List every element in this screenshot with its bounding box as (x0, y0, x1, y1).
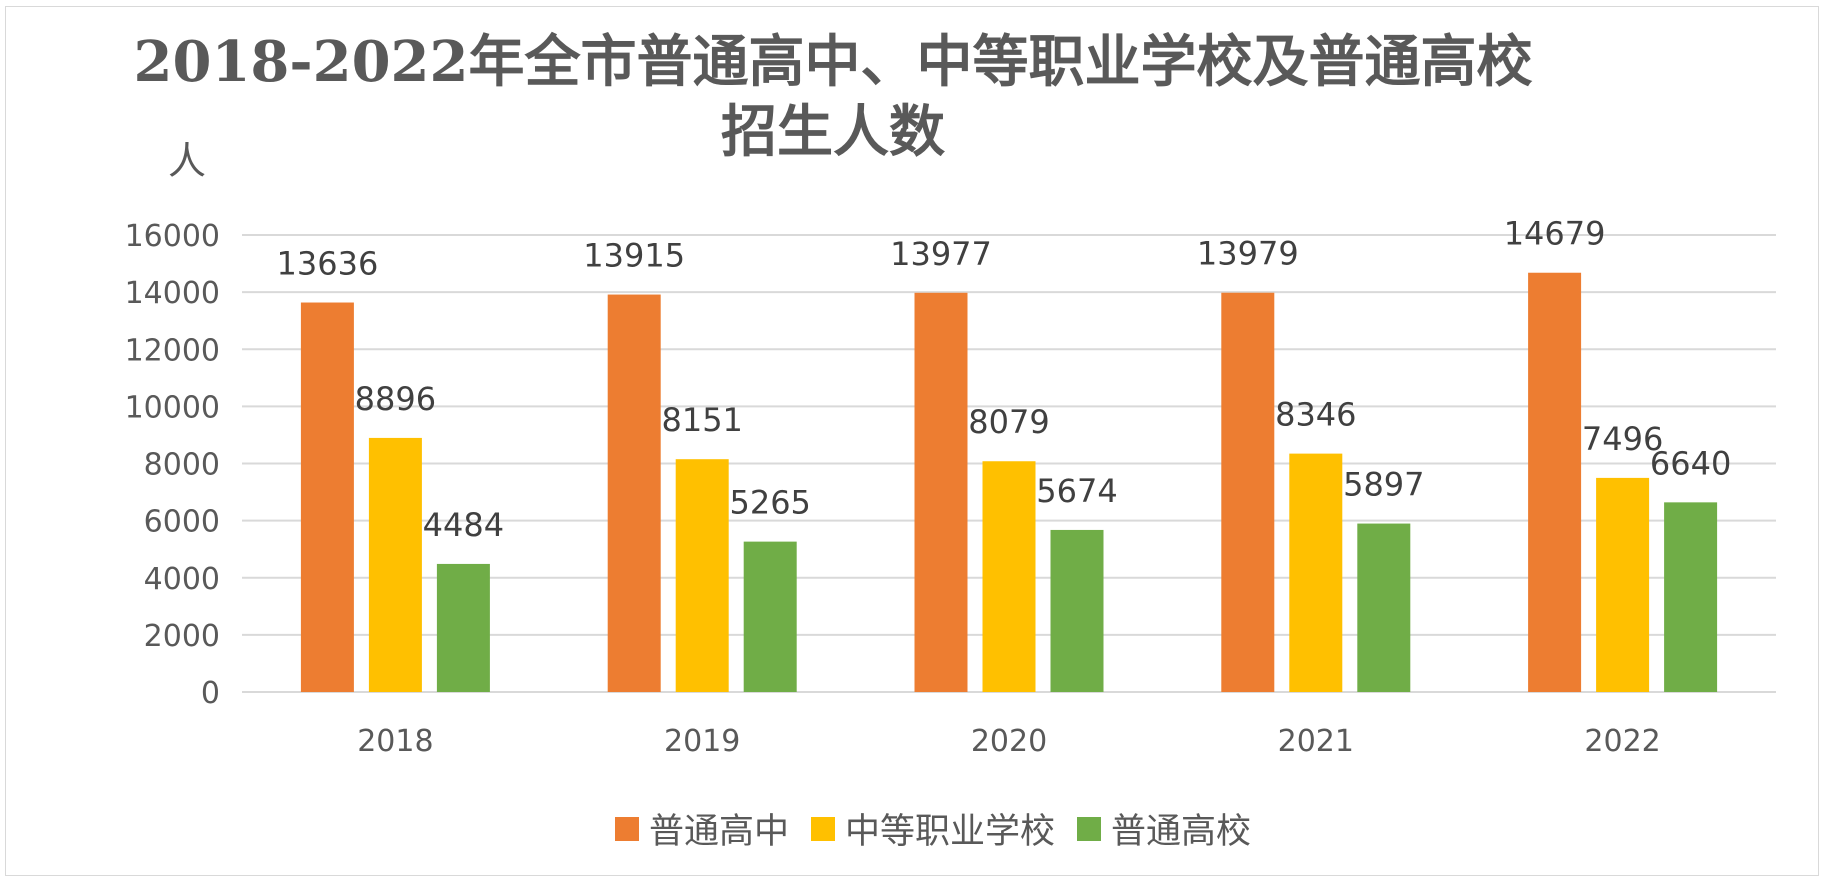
data-label-2018-2: 8896 (355, 380, 436, 418)
legend-swatch-2 (810, 816, 835, 841)
legend-item-2: 中等职业学校 (810, 803, 1055, 854)
legend-item-1: 普通高中 (614, 803, 789, 854)
bar-2020-1 (914, 292, 968, 692)
y-tick-label: 16000 (125, 219, 220, 254)
x-tick-label-2019: 2019 (664, 724, 740, 759)
bar-2020-3 (1050, 529, 1104, 692)
data-label-2021-3: 5897 (1343, 466, 1424, 504)
legend-item-3: 普通高校 (1077, 803, 1251, 854)
y-axis-ticks: 0 2000 4000 6000 8000 10000 12000 14000 16000 (125, 219, 220, 711)
data-labels: 13636 8896 4484 13915 8151 5265 13977 8079 5674 1… (277, 215, 1732, 544)
bar-2019-2 (675, 459, 729, 692)
x-tick-label-2018: 2018 (357, 724, 433, 759)
bar-2018-3 (436, 563, 490, 692)
bar-2021-3 (1357, 523, 1411, 692)
bar-2022-3 (1664, 502, 1718, 692)
x-tick-label-2021: 2021 (1278, 724, 1354, 759)
x-tick-label-2022: 2022 (1584, 724, 1660, 759)
x-tick-label-2020: 2020 (971, 724, 1047, 759)
bars (300, 272, 1718, 692)
data-label-2018-3: 4484 (423, 506, 504, 544)
bar-2019-1 (607, 294, 661, 692)
y-tick-label: 12000 (125, 333, 220, 368)
data-label-2020-1: 13977 (890, 235, 992, 273)
y-axis-unit-label: 人 (168, 139, 207, 183)
data-label-2019-3: 5265 (729, 484, 810, 522)
y-tick-label: 10000 (125, 390, 220, 425)
data-label-2022-2: 7496 (1582, 420, 1663, 458)
bar-2021-1 (1221, 292, 1275, 692)
legend-label-2: 中等职业学校 (844, 812, 1055, 852)
y-tick-label: 6000 (144, 505, 220, 540)
bar-2022-2 (1596, 477, 1650, 692)
chart-title-line2: 招生人数 (721, 99, 945, 165)
data-label-2019-1: 13915 (583, 237, 685, 275)
legend-label-1: 普通高中 (648, 812, 789, 852)
bar-2019-3 (743, 541, 797, 692)
x-axis-ticks: 2018 2019 2020 2021 2022 (357, 724, 1661, 759)
bar-2021-2 (1289, 453, 1343, 692)
data-label-2021-1: 13979 (1197, 235, 1299, 273)
data-label-2022-3: 6640 (1650, 444, 1731, 482)
chart-title-line1: 2018-2022年全市普通高中、中等职业学校及普通高校 (133, 29, 1533, 95)
y-tick-label: 0 (201, 676, 220, 711)
legend-label-3: 普通高校 (1111, 812, 1252, 852)
y-tick-label: 8000 (144, 448, 220, 483)
data-label-2019-2: 8151 (661, 401, 742, 439)
legend-swatch-3 (1077, 816, 1101, 841)
y-tick-label: 2000 (144, 619, 220, 654)
bar-2018-1 (300, 302, 354, 692)
bar-2020-2 (982, 461, 1036, 692)
legend-swatch-1 (614, 816, 639, 841)
data-label-2018-1: 13636 (277, 245, 379, 283)
y-tick-label: 4000 (144, 562, 220, 597)
data-label-2020-2: 8079 (968, 403, 1049, 441)
data-label-2022-1: 14679 (1504, 215, 1606, 253)
bar-2018-2 (368, 437, 422, 692)
data-label-2021-2: 8346 (1275, 396, 1356, 434)
data-label-2020-3: 5674 (1036, 472, 1117, 510)
y-tick-label: 14000 (125, 276, 220, 311)
legend: 普通高中 中等职业学校 普通高校 (0, 803, 1826, 854)
bar-2022-1 (1528, 272, 1582, 692)
